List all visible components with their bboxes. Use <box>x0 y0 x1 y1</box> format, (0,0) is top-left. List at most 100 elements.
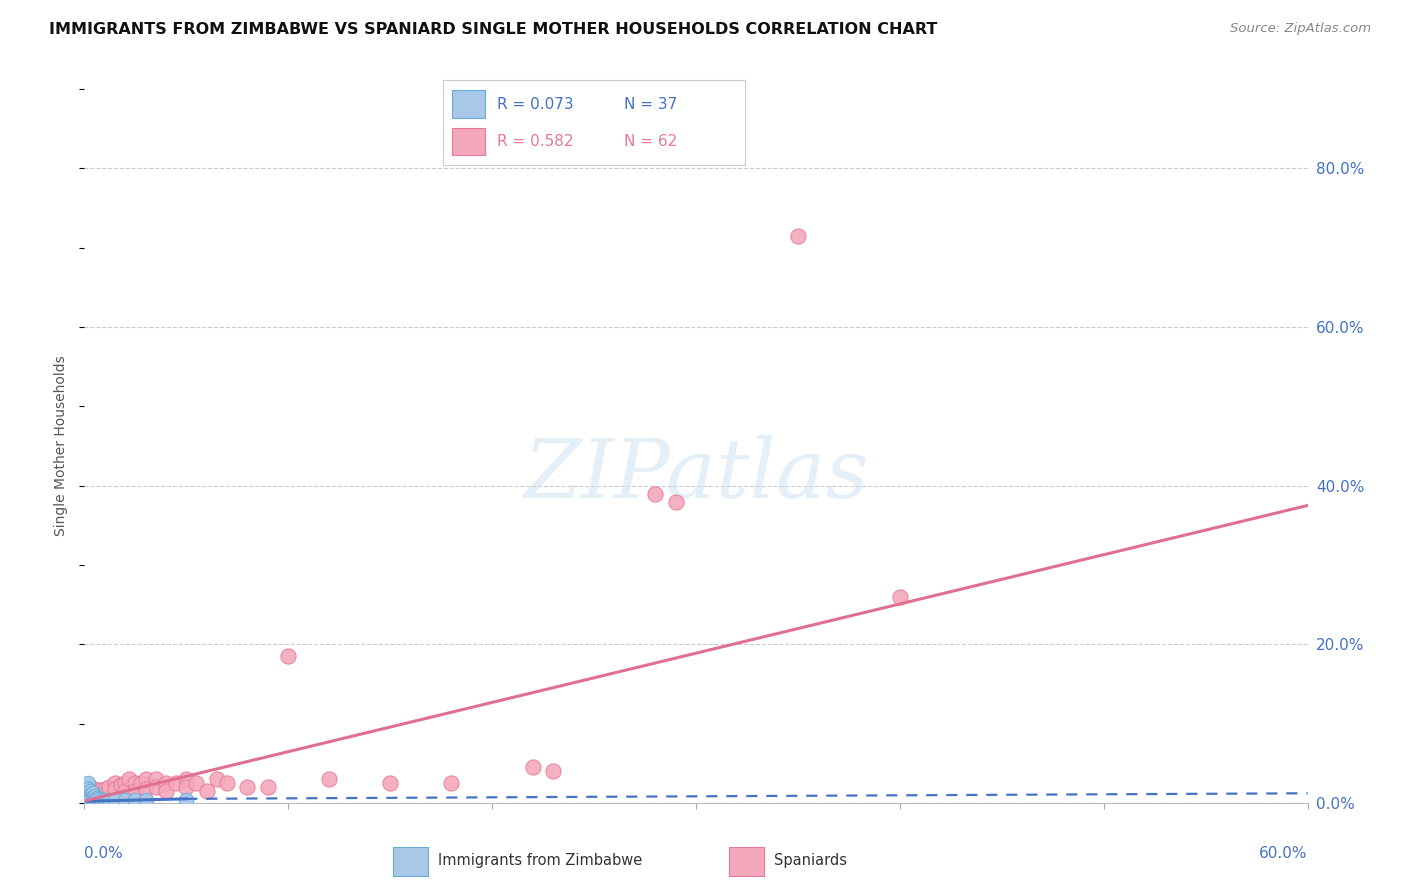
Point <box>77 788 100 802</box>
Point <box>318 772 340 786</box>
FancyBboxPatch shape <box>728 847 765 876</box>
Point <box>145 772 167 786</box>
Text: R = 0.073: R = 0.073 <box>498 96 574 112</box>
Point <box>135 772 157 786</box>
Point <box>889 590 911 604</box>
Point <box>543 764 565 778</box>
Point <box>75 794 97 808</box>
Point <box>77 793 100 807</box>
Point <box>236 780 259 794</box>
Text: Source: ZipAtlas.com: Source: ZipAtlas.com <box>1230 22 1371 36</box>
Point <box>176 792 198 806</box>
Point <box>124 784 146 798</box>
Point <box>87 788 110 802</box>
Point <box>83 788 105 802</box>
FancyBboxPatch shape <box>451 90 485 118</box>
Point <box>77 781 100 796</box>
Point <box>104 792 127 806</box>
Text: Spaniards: Spaniards <box>775 854 848 868</box>
Point <box>75 781 97 796</box>
Point <box>79 793 101 807</box>
Point <box>97 793 120 807</box>
Point <box>79 784 101 798</box>
Point <box>110 778 132 792</box>
Point <box>257 780 280 794</box>
Point <box>83 789 105 804</box>
Point <box>145 780 167 794</box>
Point <box>131 776 153 790</box>
FancyBboxPatch shape <box>451 128 485 155</box>
Point <box>118 772 141 786</box>
Point <box>75 791 97 805</box>
Point <box>155 784 177 798</box>
Point <box>114 793 136 807</box>
Text: 60.0%: 60.0% <box>1260 846 1308 861</box>
Point <box>75 793 97 807</box>
Point <box>277 649 299 664</box>
Point <box>155 776 177 790</box>
Point <box>75 791 97 805</box>
Point <box>90 792 112 806</box>
Point <box>114 776 136 790</box>
Point <box>87 792 110 806</box>
Point <box>135 781 157 796</box>
Point <box>79 784 101 798</box>
Point <box>82 786 104 800</box>
Point <box>176 780 198 794</box>
Point <box>217 776 239 790</box>
Point <box>86 791 108 805</box>
Y-axis label: Single Mother Households: Single Mother Households <box>55 356 69 536</box>
Point <box>79 790 101 805</box>
Point <box>75 792 97 806</box>
Point <box>93 781 117 796</box>
Point <box>644 486 666 500</box>
Point <box>75 789 97 804</box>
Point <box>82 786 104 800</box>
Point <box>522 760 544 774</box>
Point <box>124 776 146 790</box>
Point <box>75 784 97 798</box>
Point <box>77 786 100 800</box>
Text: N = 62: N = 62 <box>624 134 678 149</box>
Point <box>77 791 100 805</box>
Point <box>75 789 97 804</box>
Point <box>77 784 100 798</box>
Point <box>77 776 100 790</box>
Point <box>82 792 104 806</box>
Point <box>114 784 136 798</box>
Point <box>79 792 101 806</box>
Point <box>82 790 104 805</box>
Point <box>79 789 101 804</box>
Point <box>135 792 157 806</box>
Point <box>380 776 402 790</box>
Point <box>165 776 187 790</box>
Point <box>83 792 105 806</box>
Point <box>90 789 112 804</box>
Point <box>205 772 228 786</box>
Point <box>195 784 218 798</box>
Point <box>90 783 112 797</box>
Point <box>176 772 198 786</box>
Point <box>86 783 108 797</box>
Text: Immigrants from Zimbabwe: Immigrants from Zimbabwe <box>437 854 643 868</box>
Point <box>77 791 100 805</box>
Point <box>83 784 105 798</box>
Point <box>440 776 463 790</box>
Point <box>97 780 120 794</box>
Point <box>77 789 100 804</box>
FancyBboxPatch shape <box>392 847 429 876</box>
Point <box>787 228 810 243</box>
Point <box>186 776 208 790</box>
Point <box>82 789 104 804</box>
Point <box>75 788 97 802</box>
Point <box>75 792 97 806</box>
Point <box>77 786 100 800</box>
Point <box>75 785 97 799</box>
Point <box>104 781 127 796</box>
Point <box>75 788 97 802</box>
Point <box>665 494 688 508</box>
Point <box>79 780 101 794</box>
Text: R = 0.582: R = 0.582 <box>498 134 574 149</box>
Point <box>93 792 117 806</box>
Point <box>75 780 97 794</box>
